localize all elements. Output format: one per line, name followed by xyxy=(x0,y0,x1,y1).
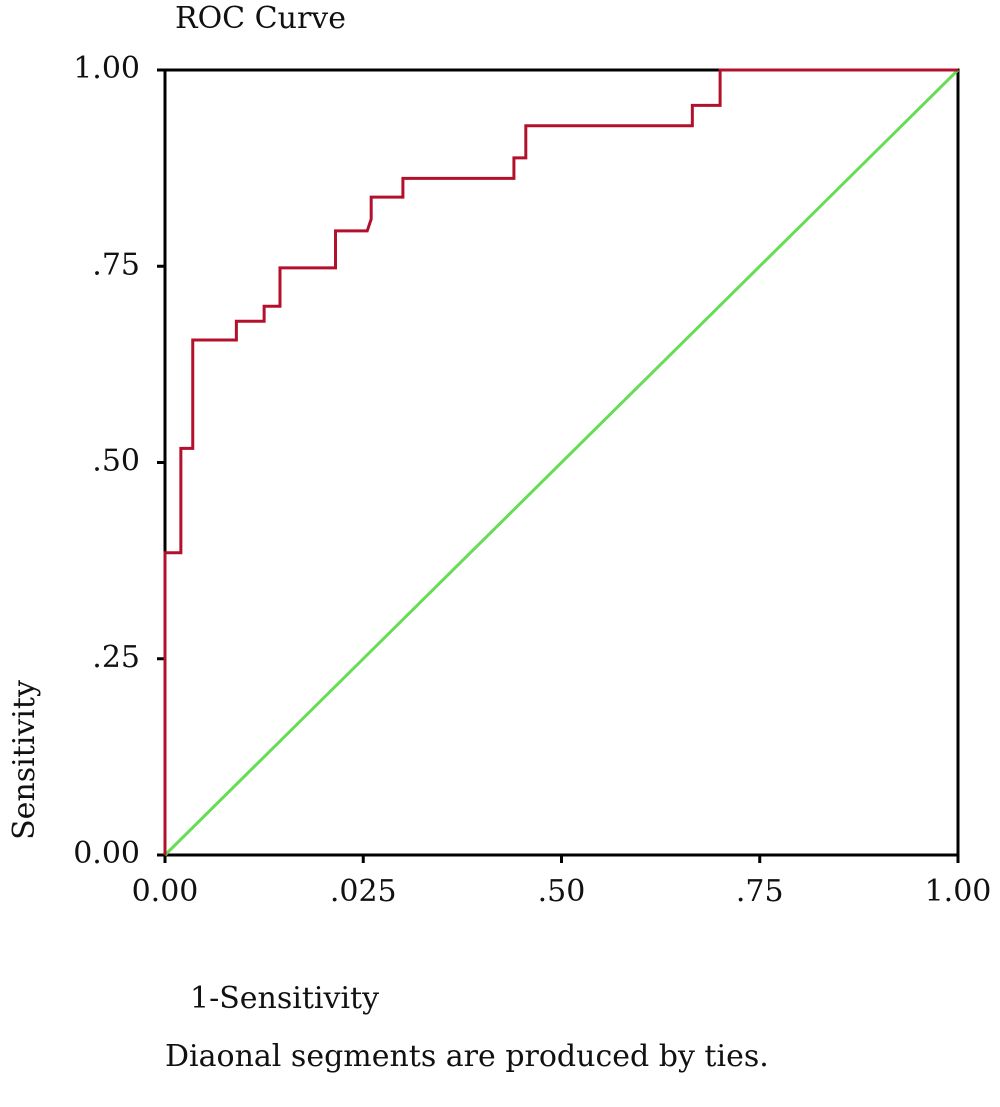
chart-title: ROC Curve xyxy=(175,1,346,36)
series-line xyxy=(163,68,960,857)
y-tick-label: 0.00 xyxy=(73,836,140,871)
x-tick-label: 0.00 xyxy=(132,874,199,909)
x-tick-label: 1.00 xyxy=(925,874,992,909)
x-tick-label: .025 xyxy=(330,874,397,909)
x-axis-label: 1-Sensitivity xyxy=(190,981,379,1016)
y-tick-label: .75 xyxy=(92,247,140,282)
x-tick-label: .75 xyxy=(736,874,784,909)
footnote: Diaonal segments are produced by ties. xyxy=(165,1039,769,1074)
y-tick-label: .50 xyxy=(92,444,140,479)
y-tick-label: .25 xyxy=(92,640,140,675)
series-line xyxy=(163,68,958,855)
x-tick-label: .50 xyxy=(538,874,586,909)
y-axis-label: Sensitivity xyxy=(7,680,42,840)
y-tick-label: 1.00 xyxy=(73,51,140,86)
